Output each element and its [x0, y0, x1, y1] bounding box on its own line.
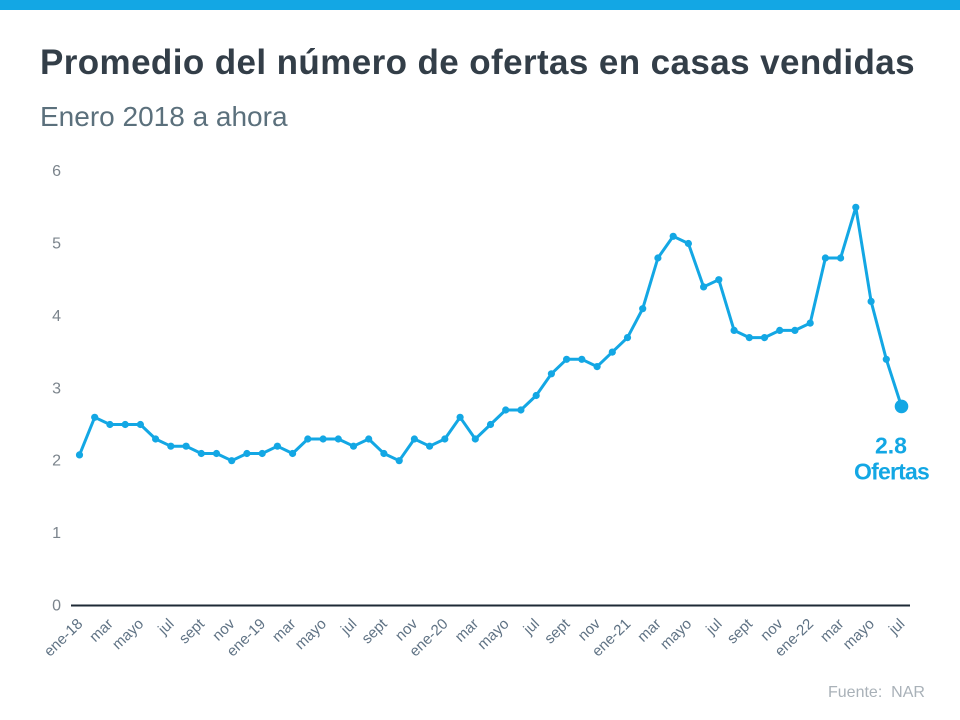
svg-text:1: 1 [52, 525, 61, 542]
svg-text:jul: jul [154, 615, 177, 638]
svg-text:mayo: mayo [474, 615, 512, 653]
svg-text:0: 0 [52, 598, 61, 615]
svg-text:jul: jul [337, 615, 360, 638]
svg-text:3: 3 [52, 380, 61, 397]
svg-text:2: 2 [52, 453, 61, 470]
svg-text:mayo: mayo [840, 615, 878, 653]
svg-text:sept: sept [358, 615, 391, 648]
svg-text:mayo: mayo [109, 615, 147, 653]
svg-text:2.8: 2.8 [875, 433, 907, 459]
svg-text:mayo: mayo [292, 615, 330, 653]
svg-text:4: 4 [52, 308, 61, 325]
svg-text:ene-18: ene-18 [41, 615, 86, 660]
svg-text:sept: sept [541, 615, 574, 648]
svg-text:6: 6 [52, 163, 61, 180]
svg-text:mayo: mayo [657, 615, 695, 653]
svg-text:jul: jul [702, 615, 725, 638]
svg-text:sept: sept [176, 615, 209, 648]
svg-text:5: 5 [52, 236, 61, 253]
svg-text:jul: jul [520, 615, 543, 638]
svg-text:sept: sept [724, 615, 757, 648]
svg-text:jul: jul [885, 615, 908, 638]
svg-text:Ofertas: Ofertas [854, 458, 929, 484]
